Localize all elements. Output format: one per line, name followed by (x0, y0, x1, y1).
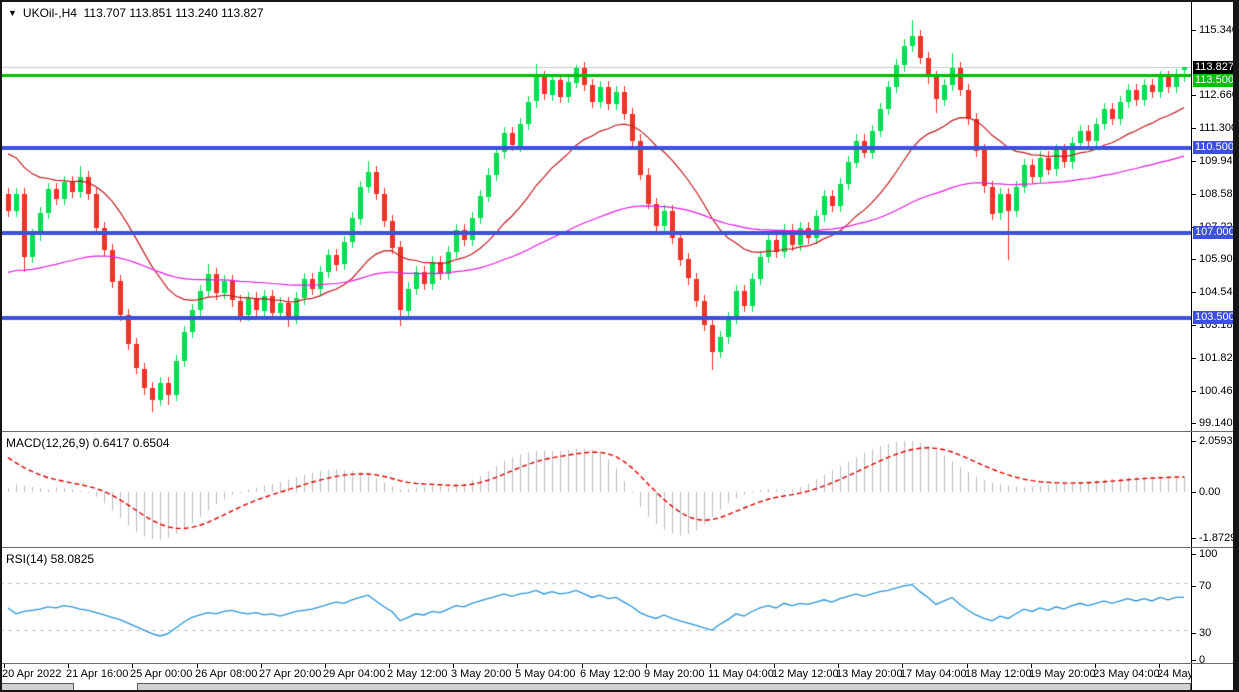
axis-tick-label: 105.900 (1199, 253, 1239, 265)
axis-tick-label: 100.460 (1199, 385, 1239, 397)
time-tick-mark (68, 664, 69, 668)
time-tick-mark (774, 664, 775, 668)
axis-tick-mark (1192, 423, 1196, 424)
time-tick-label: 21 Apr 16:00 (66, 668, 129, 680)
time-tick-label: 13 May 20:00 (836, 668, 903, 680)
macd-indicator-label: MACD(12,26,9) 0.6417 0.6504 (6, 436, 170, 450)
time-tick-label: 3 May 20:00 (451, 668, 512, 680)
time-tick-mark (967, 664, 968, 668)
time-tick-mark (1031, 664, 1032, 668)
axis-tick-label: 100 (1199, 548, 1218, 560)
axis-tick-label: 0.00 (1199, 486, 1221, 498)
level-badge-107000: 107.000 (1193, 226, 1235, 239)
time-axis[interactable]: 20 Apr 2022 21 Apr 16:00 25 Apr 00:00 26 Ap… (0, 664, 1224, 682)
time-tick-mark (325, 664, 326, 668)
axis-tick-mark (1192, 358, 1196, 359)
macd-chart-canvas[interactable] (0, 432, 1191, 547)
scrollbar-thumb[interactable] (137, 683, 1191, 692)
time-tick-label: 23 May 04:00 (1093, 668, 1160, 680)
axis-tick-label: -1.8729 (1199, 532, 1237, 544)
time-tick-label: 17 May 04:00 (900, 668, 967, 680)
time-tick-label: 9 May 20:00 (644, 668, 705, 680)
chart-header: ▼ UKOil-,H4 113.707 113.851 113.240 113.8… (8, 6, 264, 20)
axis-tick-mark (1192, 325, 1196, 326)
axis-tick-mark (1192, 194, 1196, 195)
axis-tick-label: 112.660 (1199, 89, 1238, 101)
time-tick-mark (1095, 664, 1096, 668)
panel-separator[interactable] (0, 547, 1233, 548)
axis-tick-mark (1192, 554, 1196, 555)
time-tick-label: 18 May 12:00 (965, 668, 1032, 680)
axis-tick-label: 99.140 (1199, 417, 1233, 429)
time-tick-mark (261, 664, 262, 668)
level-badge-113500: 113.500 (1193, 74, 1234, 87)
price-axis[interactable]: 115.340112.660111.300109.940108.580107.2… (1191, 0, 1239, 692)
time-tick-label: 6 May 12:00 (580, 668, 641, 680)
axis-tick-label: 30 (1199, 627, 1212, 639)
axis-tick-mark (1192, 586, 1196, 587)
axis-tick-label: 70 (1199, 580, 1212, 592)
time-tick-mark (582, 664, 583, 668)
time-tick-mark (517, 664, 518, 668)
horizontal-scrollbar (0, 683, 1233, 692)
axis-tick-label: 115.340 (1199, 24, 1238, 36)
axis-tick-mark (1192, 292, 1196, 293)
time-tick-label: 27 Apr 20:00 (259, 668, 322, 680)
time-tick-mark (4, 664, 5, 668)
time-tick-label: 20 Apr 2022 (2, 668, 62, 680)
level-badge-110500: 110.500 (1193, 141, 1234, 154)
axis-tick-mark (1192, 161, 1196, 162)
axis-tick-label: 108.580 (1199, 188, 1239, 200)
time-tick-mark (902, 664, 903, 668)
time-tick-mark (1159, 664, 1160, 668)
time-tick-label: 2 May 12:00 (387, 668, 448, 680)
axis-tick-mark (1192, 492, 1196, 493)
time-tick-label: 11 May 04:00 (708, 668, 774, 680)
axis-tick-mark (1192, 95, 1196, 96)
axis-tick-label: 104.540 (1199, 286, 1239, 298)
rsi-chart-canvas[interactable] (0, 548, 1191, 663)
axis-tick-mark (1192, 660, 1196, 661)
time-tick-mark (197, 664, 198, 668)
time-tick-mark (710, 664, 711, 668)
time-tick-mark (453, 664, 454, 668)
time-tick-label: 5 May 04:00 (515, 668, 576, 680)
axis-tick-mark (1192, 128, 1196, 129)
window-right-edge (1233, 0, 1239, 692)
time-tick-label: 29 Apr 04:00 (323, 668, 386, 680)
scrollbar-segment-left[interactable] (1, 683, 74, 692)
axis-tick-mark (1192, 633, 1196, 634)
current-price-badge: 113.827 (1193, 61, 1234, 74)
axis-tick-label: 111.300 (1199, 122, 1238, 134)
level-badge-103500: 103.500 (1193, 311, 1235, 324)
axis-tick-label: 101.820 (1199, 352, 1239, 364)
collapse-arrow-icon[interactable]: ▼ (8, 8, 17, 18)
price-chart-canvas[interactable] (0, 0, 1191, 431)
time-tick-label: 12 May 12:00 (772, 668, 839, 680)
time-tick-mark (132, 664, 133, 668)
time-tick-mark (646, 664, 647, 668)
rsi-indicator-label: RSI(14) 58.0825 (6, 552, 95, 566)
time-tick-label: 26 Apr 08:00 (195, 668, 258, 680)
axis-tick-mark (1192, 30, 1196, 31)
axis-tick-label: 2.0593 (1199, 435, 1233, 447)
time-tick-label: 25 Apr 00:00 (130, 668, 193, 680)
panel-separator[interactable] (0, 663, 1233, 664)
ohlc-readout: 113.707 113.851 113.240 113.827 (83, 6, 264, 20)
axis-tick-mark (1192, 441, 1196, 442)
axis-tick-label: 0 (1199, 654, 1206, 666)
axis-tick-mark (1192, 391, 1196, 392)
symbol-period-label: UKOil-,H4 (22, 6, 77, 20)
time-tick-mark (838, 664, 839, 668)
time-tick-label: 19 May 20:00 (1029, 668, 1096, 680)
panel-separator[interactable] (0, 431, 1233, 432)
axis-tick-mark (1192, 538, 1196, 539)
axis-tick-label: 109.940 (1199, 155, 1239, 167)
time-tick-mark (389, 664, 390, 668)
axis-tick-mark (1192, 259, 1196, 260)
